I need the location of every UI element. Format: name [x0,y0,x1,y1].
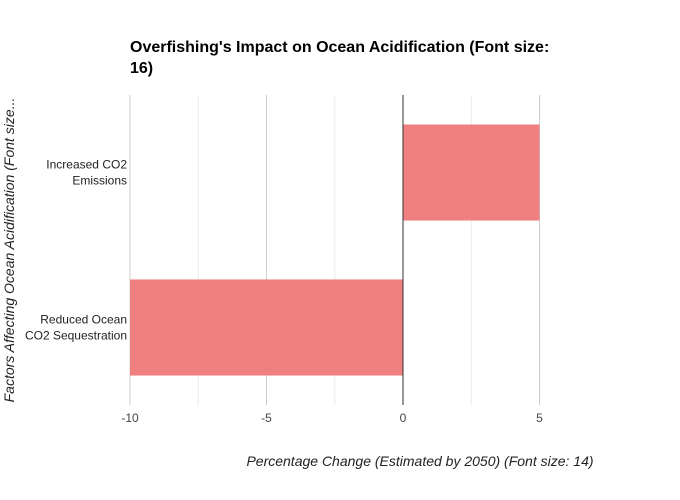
x-tick-label: -5 [261,411,272,425]
y-category-labels: Increased CO2 Emissions Reduced Ocean CO2 S… [25,158,127,343]
chart-title-line: Overfishing's Impact on Ocean Acidificat… [130,39,549,56]
y-axis-title: Factors Affecting Ocean Acidification (F… [1,98,17,403]
x-tick-labels: -10 -5 0 5 [121,411,543,425]
x-tick-label: -10 [121,411,139,425]
x-tick-label: 0 [400,411,407,425]
category-label: Reduced Ocean CO2 Sequestration [25,313,127,343]
chart-title-line: 16) [130,60,153,77]
category-label: Increased CO2 Emissions [46,158,127,188]
x-axis-title: Percentage Change (Estimated by 2050) (F… [246,453,593,469]
bar[interactable] [130,279,404,376]
chart-title: Overfishing's Impact on Ocean Acidificat… [130,39,549,77]
bar[interactable] [403,124,540,221]
x-tick-label: 5 [536,411,543,425]
bars [130,124,540,376]
